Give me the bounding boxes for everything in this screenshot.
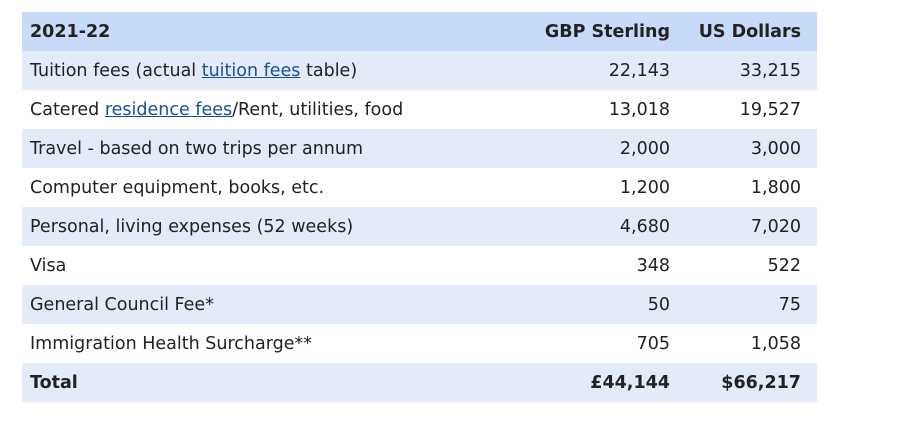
total-gbp-value: £44,144	[536, 363, 670, 402]
row-usd-value: 33,215	[670, 51, 817, 90]
table-row-personal: Personal, living expenses (52 weeks) 4,6…	[22, 207, 817, 246]
row-label-pre: Catered	[30, 99, 105, 120]
row-usd-value: 75	[670, 285, 817, 324]
tuition-fees-link[interactable]: tuition fees	[201, 60, 301, 81]
table-row-total: Total £44,144 $66,217	[22, 363, 817, 402]
row-label-post: table)	[300, 60, 358, 81]
row-label: Immigration Health Surcharge**	[22, 324, 537, 363]
table-row-visa: Visa 348 522	[22, 246, 817, 285]
row-gbp-value: 2,000	[536, 129, 670, 168]
table-row-tuition: Tuition fees (actual tuition fees table)…	[22, 51, 817, 90]
row-usd-value: 1,058	[670, 324, 817, 363]
row-label: Personal, living expenses (52 weeks)	[22, 207, 537, 246]
row-usd-value: 1,800	[670, 168, 817, 207]
row-gbp-value: 13,018	[536, 90, 670, 129]
row-usd-value: 19,527	[670, 90, 817, 129]
row-gbp-value: 1,200	[536, 168, 670, 207]
row-label: General Council Fee*	[22, 285, 537, 324]
row-usd-value: 522	[670, 246, 817, 285]
total-usd-value: $66,217	[670, 363, 817, 402]
total-label: Total	[22, 363, 537, 402]
header-gbp: GBP Sterling	[536, 12, 670, 51]
table-row-residence: Catered residence fees/Rent, utilities, …	[22, 90, 817, 129]
row-label: Tuition fees (actual tuition fees table)	[22, 51, 537, 90]
table-header-row: 2021-22 GBP Sterling US Dollars	[22, 12, 817, 51]
row-gbp-value: 4,680	[536, 207, 670, 246]
table-row-computer: Computer equipment, books, etc. 1,200 1,…	[22, 168, 817, 207]
header-usd: US Dollars	[670, 12, 817, 51]
row-usd-value: 7,020	[670, 207, 817, 246]
row-label: Travel - based on two trips per annum	[22, 129, 537, 168]
table-row-health-surcharge: Immigration Health Surcharge** 705 1,058	[22, 324, 817, 363]
row-gbp-value: 22,143	[536, 51, 670, 90]
row-label: Computer equipment, books, etc.	[22, 168, 537, 207]
row-label: Catered residence fees/Rent, utilities, …	[22, 90, 537, 129]
table-row-council-fee: General Council Fee* 50 75	[22, 285, 817, 324]
row-gbp-value: 348	[536, 246, 670, 285]
row-label-pre: Tuition fees (actual	[30, 60, 202, 81]
residence-fees-link[interactable]: residence fees	[104, 99, 233, 120]
cost-table: 2021-22 GBP Sterling US Dollars Tuition …	[22, 12, 817, 402]
table-row-travel: Travel - based on two trips per annum 2,…	[22, 129, 817, 168]
row-usd-value: 3,000	[670, 129, 817, 168]
row-label: Visa	[22, 246, 537, 285]
row-label-post: /Rent, utilities, food	[232, 99, 404, 120]
header-year: 2021-22	[22, 12, 537, 51]
row-gbp-value: 50	[536, 285, 670, 324]
row-gbp-value: 705	[536, 324, 670, 363]
